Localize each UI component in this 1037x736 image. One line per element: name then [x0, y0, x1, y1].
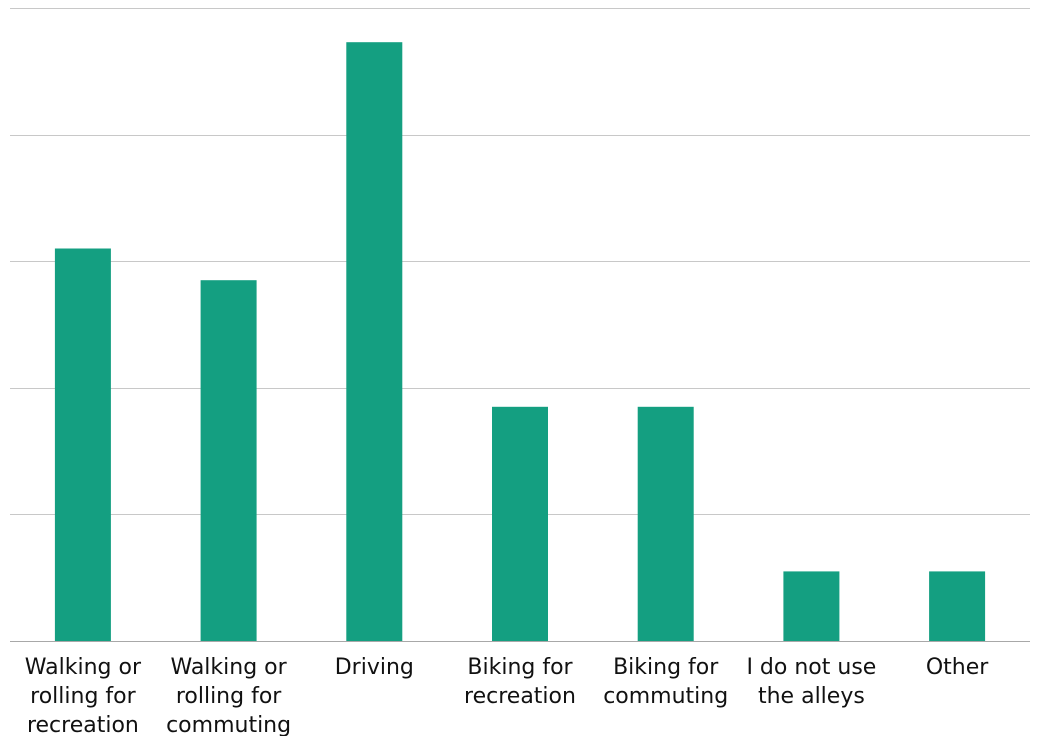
- x-tick-label-line: commuting: [603, 684, 728, 709]
- x-tick-label: Biking for recreation: [464, 655, 576, 709]
- bar: [929, 571, 986, 641]
- x-tick-label-line: Biking for: [467, 655, 573, 680]
- x-tick-label: I do not use the alleys: [746, 655, 876, 709]
- bar: [783, 571, 840, 641]
- x-tick-label-line: the alleys: [758, 684, 865, 709]
- gridlines: [10, 8, 1030, 642]
- x-tick-label: Walking or rolling for recreation: [25, 655, 142, 736]
- x-tick-label-line: rolling for: [176, 684, 282, 709]
- x-tick-label-line: I do not use: [746, 655, 876, 680]
- bar: [200, 280, 257, 641]
- bar: [346, 42, 403, 641]
- x-tick-label: Biking for commuting: [603, 655, 728, 709]
- x-tick-label-line: Walking or: [170, 655, 287, 680]
- x-tick-label-line: Other: [926, 655, 989, 680]
- x-tick-label: Driving: [335, 655, 414, 680]
- x-tick-label-line: recreation: [27, 713, 139, 736]
- bar: [54, 248, 111, 641]
- x-tick-label-line: rolling for: [30, 684, 136, 709]
- x-tick-label: Other: [926, 655, 989, 680]
- bar: [492, 406, 548, 641]
- x-tick-label: Walking or rolling for commuting: [166, 655, 291, 736]
- x-tick-label-line: Biking for: [613, 655, 719, 680]
- bar: [637, 406, 694, 641]
- bars: [54, 42, 986, 641]
- x-tick-label-line: Driving: [335, 655, 414, 680]
- x-tick-label-line: commuting: [166, 713, 291, 736]
- x-tick-label-line: Walking or: [25, 655, 142, 680]
- x-tick-label-line: recreation: [464, 684, 576, 709]
